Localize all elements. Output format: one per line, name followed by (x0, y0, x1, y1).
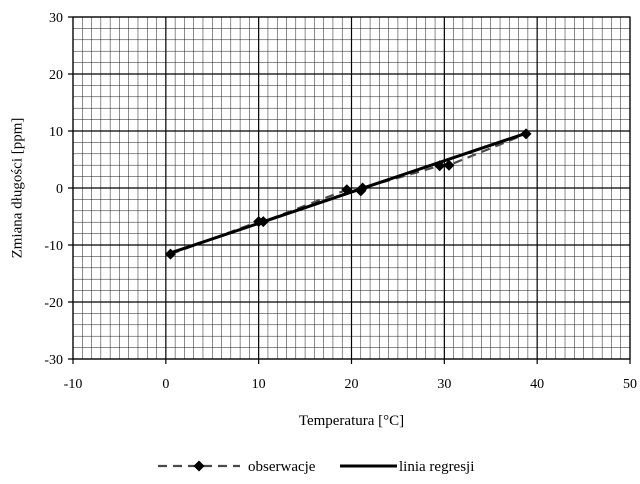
x-axis-ticks: -10 0 10 20 30 40 50 (64, 377, 637, 392)
x-tick-label: 40 (530, 377, 544, 392)
x-tick-label: 20 (345, 377, 359, 392)
x-tick-label: -10 (64, 377, 83, 392)
plot-area-border (72, 16, 631, 360)
y-axis-title: Zmiana długości [ppm] (9, 118, 25, 259)
series-layer (164, 128, 532, 260)
legend-label-linia-regresji: linia regresji (399, 459, 474, 475)
x-tick-label: 50 (623, 377, 637, 392)
y-tick-label: -30 (44, 353, 63, 368)
y-axis-ticks: -30 -20 -10 0 10 20 30 (44, 11, 63, 368)
x-axis-title: Temperatura [°C] (299, 413, 404, 429)
legend-item-obserwacje: obserwacje (158, 459, 316, 475)
legend-item-linia-regresji: linia regresji (340, 459, 474, 475)
y-tick-label: 0 (56, 182, 63, 197)
y-tick-label: 20 (49, 68, 63, 83)
x-tick-label: 10 (252, 377, 266, 392)
data-point (443, 159, 455, 171)
y-tick-label: -10 (44, 239, 63, 254)
legend-label-obserwacje: obserwacje (248, 459, 316, 475)
series-line-1 (169, 131, 527, 255)
y-tick-label: -20 (44, 296, 63, 311)
x-tick-label: 0 (162, 377, 169, 392)
legend: obserwacje linia regresji (158, 459, 474, 475)
y-tick-label: 10 (49, 125, 63, 140)
legend-marker-diamond (193, 460, 205, 472)
y-tick-label: 30 (49, 11, 63, 26)
x-tick-label: 30 (437, 377, 451, 392)
